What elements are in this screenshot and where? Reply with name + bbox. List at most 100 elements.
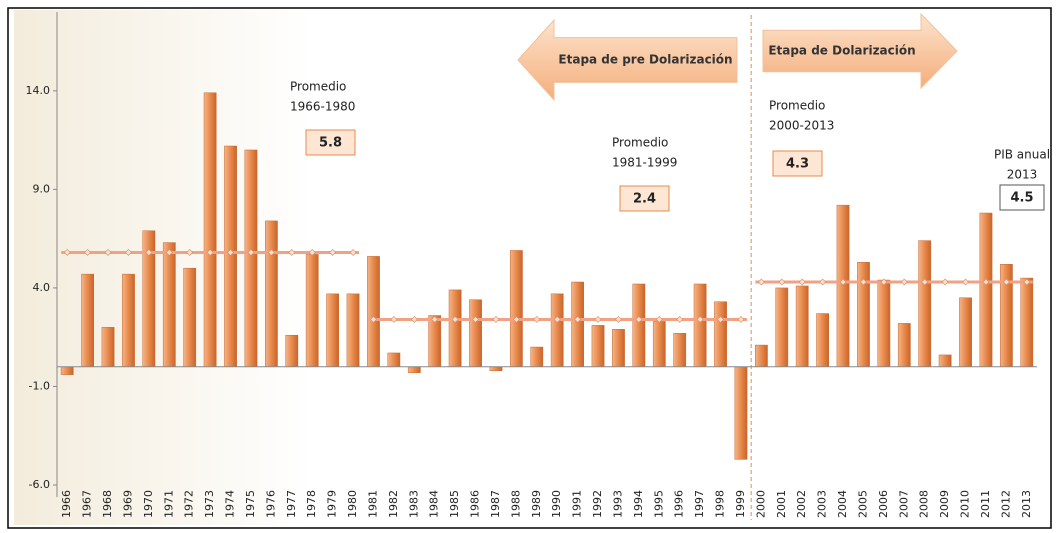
bar (265, 221, 277, 367)
x-tick-label: 1977 (285, 490, 298, 518)
bar (837, 205, 849, 367)
x-tick-label: 1994 (632, 490, 645, 518)
x-tick-label: 2012 (999, 490, 1012, 518)
stage-label: Etapa de pre Dolarización (558, 53, 732, 67)
y-tick-label: 9.0 (33, 182, 51, 195)
x-tick-label: 2009 (938, 490, 951, 518)
bar (653, 321, 665, 366)
bar (898, 323, 910, 366)
highlight-caption: PIB anual (994, 148, 1050, 162)
x-tick-label: 1971 (162, 490, 175, 518)
x-tick-label: 1981 (366, 490, 379, 518)
average-caption: 1981-1999 (612, 156, 677, 170)
bar (939, 355, 951, 367)
page: -6.0-1.04.09.014.0Etapa de pre Dolarizac… (0, 0, 1059, 533)
average-value: 4.3 (786, 157, 809, 172)
x-tick-label: 1975 (244, 490, 257, 518)
x-tick-label: 1973 (203, 490, 216, 518)
x-tick-label: 1983 (407, 490, 420, 518)
x-tick-label: 1989 (530, 490, 543, 518)
x-tick-label: 1997 (693, 490, 706, 518)
x-tick-label: 2010 (959, 490, 972, 518)
x-tick-label: 1993 (611, 490, 624, 518)
bar (469, 300, 481, 367)
bar (490, 367, 502, 371)
bar (959, 298, 971, 367)
x-tick-label: 1992 (591, 490, 604, 518)
bar (755, 345, 767, 367)
bar (735, 367, 747, 460)
x-tick-label: 1990 (550, 490, 563, 518)
x-tick-label: 1970 (142, 490, 155, 518)
x-tick-label: 1979 (326, 490, 339, 518)
bar (449, 290, 461, 367)
average-value: 5.8 (319, 136, 342, 151)
average-caption: Promedio (612, 136, 668, 150)
x-tick-label: 1995 (652, 490, 665, 518)
bar (919, 241, 931, 367)
bar (612, 329, 624, 366)
x-tick-label: 1999 (734, 490, 747, 518)
bar (572, 282, 584, 367)
x-tick-label: 1972 (183, 490, 196, 518)
x-tick-label: 2002 (795, 490, 808, 518)
x-tick-label: 1984 (428, 490, 441, 518)
x-tick-label: 1967 (81, 490, 94, 518)
y-tick-label: -6.0 (29, 478, 50, 491)
bar (184, 268, 196, 367)
bar (347, 294, 359, 367)
bar (592, 325, 604, 366)
average-caption: 1966-1980 (290, 100, 355, 114)
bar (306, 254, 318, 366)
average-caption: 2000-2013 (769, 119, 834, 133)
bar (510, 250, 522, 366)
x-tick-label: 2008 (918, 490, 931, 518)
x-tick-label: 1980 (346, 490, 359, 518)
bar (714, 302, 726, 367)
bar (694, 284, 706, 367)
bar (1021, 278, 1033, 367)
bar (551, 294, 563, 367)
x-tick-label: 2007 (897, 490, 910, 518)
x-tick-label: 1966 (60, 490, 73, 518)
bar (633, 284, 645, 367)
x-tick-label: 1996 (673, 490, 686, 518)
x-tick-label: 2013 (1020, 490, 1033, 518)
bar (163, 243, 175, 367)
bar (102, 327, 114, 366)
x-tick-label: 2004 (836, 490, 849, 518)
bar (531, 347, 543, 367)
bar (327, 294, 339, 367)
highlight-caption: 2013 (1007, 168, 1038, 182)
x-tick-label: 2003 (816, 490, 829, 518)
x-tick-label: 2011 (979, 490, 992, 518)
x-tick-label: 1987 (489, 490, 502, 518)
x-tick-label: 1985 (448, 490, 461, 518)
x-tick-label: 1986 (469, 490, 482, 518)
y-tick-label: 4.0 (33, 281, 51, 294)
average-value: 2.4 (633, 192, 656, 207)
x-tick-label: 1991 (571, 490, 584, 518)
bar (245, 150, 257, 367)
bar (122, 274, 134, 367)
bar (224, 146, 236, 367)
x-tick-label: 2006 (877, 490, 890, 518)
bar (82, 274, 94, 367)
bar (61, 367, 73, 375)
stage-label: Etapa de Dolarización (768, 44, 915, 58)
x-tick-label: 1978 (305, 490, 318, 518)
bar (674, 333, 686, 367)
x-tick-label: 1968 (101, 490, 114, 518)
average-caption: Promedio (290, 80, 346, 94)
x-tick-label: 2005 (856, 490, 869, 518)
bar (388, 353, 400, 367)
bar (817, 314, 829, 367)
x-tick-label: 1988 (509, 490, 522, 518)
x-tick-label: 1998 (714, 490, 727, 518)
y-tick-label: 14.0 (26, 84, 51, 97)
bar (286, 335, 298, 367)
x-tick-label: 2001 (775, 490, 788, 518)
bar (878, 280, 890, 367)
highlight-value: 4.5 (1010, 191, 1033, 206)
bar (776, 288, 788, 367)
